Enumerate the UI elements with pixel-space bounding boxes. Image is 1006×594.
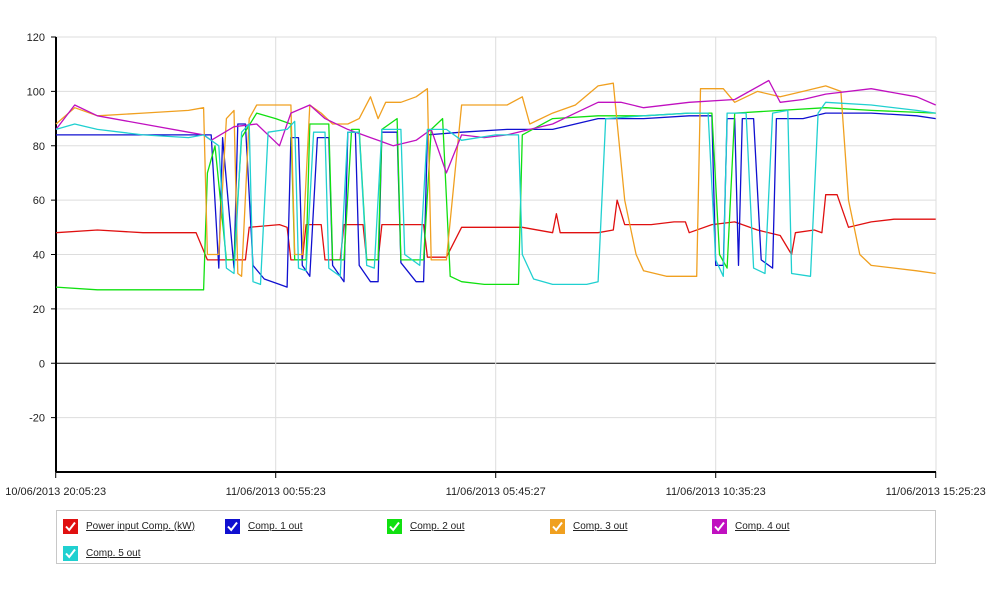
legend: Power input Comp. (kW) Comp. 1 out Comp. 2… xyxy=(56,510,936,564)
legend-label[interactable]: Comp. 2 out xyxy=(410,520,465,532)
legend-label[interactable]: Power input Comp. (kW) xyxy=(86,520,195,532)
axes xyxy=(51,36,937,478)
legend-item-1[interactable]: Power input Comp. (kW) xyxy=(63,517,195,535)
x-tick-label: 11/06/2013 10:35:23 xyxy=(666,486,766,498)
checkmark-icon[interactable] xyxy=(387,518,402,534)
y-tick-label: 0 xyxy=(39,358,45,370)
y-tick-label: 40 xyxy=(33,250,45,262)
legend-item-6[interactable]: Comp. 5 out xyxy=(63,544,140,562)
series-line-1 xyxy=(55,194,936,261)
checkmark-icon[interactable] xyxy=(225,518,240,534)
y-tick-label: 20 xyxy=(33,304,45,316)
legend-item-2[interactable]: Comp. 1 out xyxy=(225,517,302,535)
checkmark-icon[interactable] xyxy=(63,545,78,561)
x-tick-label: 11/06/2013 05:45:27 xyxy=(446,486,546,498)
x-axis-tick-labels: 10/06/2013 20:05:23 11/06/2013 00:55:23 11… xyxy=(5,486,986,498)
legend-label[interactable]: Comp. 5 out xyxy=(86,547,141,559)
x-tick-label: 11/06/2013 00:55:23 xyxy=(226,486,326,498)
checkmark-icon[interactable] xyxy=(63,518,78,534)
y-tick-label: 80 xyxy=(33,141,45,153)
y-tick-label: 60 xyxy=(33,195,45,207)
legend-label[interactable]: Comp. 4 out xyxy=(735,520,790,532)
legend-item-3[interactable]: Comp. 2 out xyxy=(387,517,464,535)
line-chart: 120 100 80 60 40 20 0 -20 10/06/2013 20:05:23 11… xyxy=(5,32,986,498)
legend-label[interactable]: Comp. 1 out xyxy=(248,520,303,532)
x-tick-label: 10/06/2013 20:05:23 xyxy=(5,486,106,498)
y-tick-label: 120 xyxy=(27,32,45,44)
y-tick-label: -20 xyxy=(29,413,45,425)
x-tick-label: 11/06/2013 15:25:23 xyxy=(886,486,986,498)
checkmark-icon[interactable] xyxy=(712,518,727,534)
y-axis-tick-labels: 120 100 80 60 40 20 0 -20 xyxy=(27,32,45,425)
checkmark-icon[interactable] xyxy=(550,518,565,534)
series-lines xyxy=(55,79,936,291)
series-line-6 xyxy=(55,101,936,286)
grid-lines xyxy=(56,36,937,472)
series-line-4 xyxy=(55,82,936,277)
legend-label[interactable]: Comp. 3 out xyxy=(573,520,628,532)
legend-item-5[interactable]: Comp. 4 out xyxy=(712,517,789,535)
legend-item-4[interactable]: Comp. 3 out xyxy=(550,517,627,535)
y-tick-label: 100 xyxy=(27,86,45,98)
